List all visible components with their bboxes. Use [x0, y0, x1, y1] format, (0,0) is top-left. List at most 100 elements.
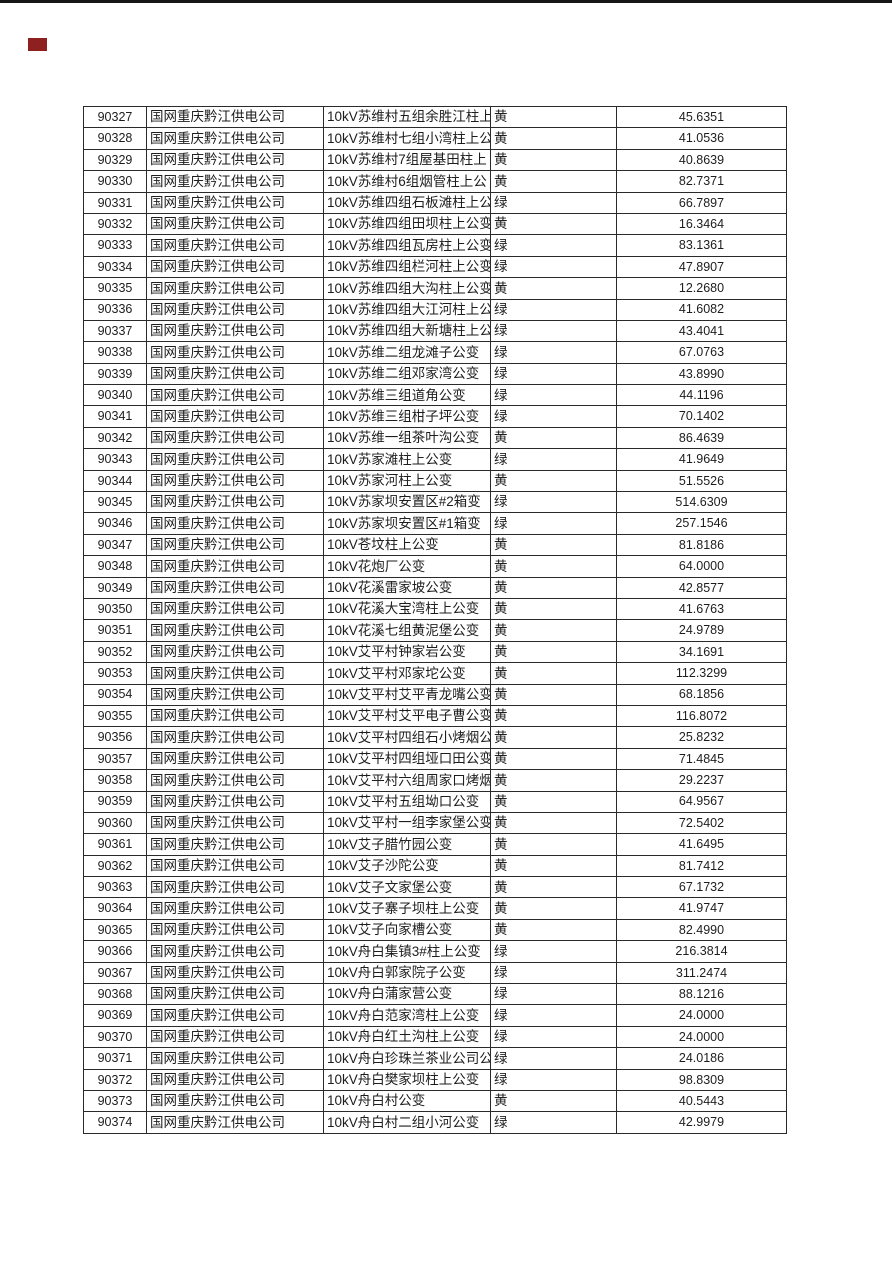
cell-value: 116.8072 — [616, 704, 787, 728]
cell-value: 82.7371 — [616, 170, 787, 193]
cell-status: 绿 — [490, 255, 617, 279]
cell-name: 10kV花溪大宝湾柱上公变 — [323, 597, 491, 621]
cell-value: 514.6309 — [616, 491, 787, 514]
cell-id: 90354 — [83, 683, 147, 706]
cell-id: 90365 — [83, 918, 147, 942]
cell-name: 10kV苏家河柱上公变 — [323, 469, 491, 493]
cell-name: 10kV艾平村邓家坨公变 — [323, 662, 491, 685]
cell-value: 12.2680 — [616, 277, 787, 300]
cell-value: 67.0763 — [616, 341, 787, 364]
cell-name: 10kV舟白郭家院子公变 — [323, 961, 491, 985]
table-row: 90364 国网重庆黔江供电公司 10kV艾子寨子坝柱上公变黄 41.9747 — [83, 897, 787, 920]
cell-company: 国网重庆黔江供电公司 — [146, 491, 324, 514]
cell-status: 绿 — [490, 1004, 617, 1027]
cell-company: 国网重庆黔江供电公司 — [146, 726, 324, 749]
cell-id: 90339 — [83, 362, 147, 386]
table-row: 90346 国网重庆黔江供电公司 10kV苏家坝安置区#1箱变绿 257.1546 — [83, 512, 787, 535]
cell-id: 90334 — [83, 255, 147, 279]
cell-status: 黄 — [490, 469, 617, 493]
cell-company: 国网重庆黔江供电公司 — [146, 405, 324, 428]
cell-company: 国网重庆黔江供电公司 — [146, 533, 324, 557]
cell-status: 黄 — [490, 747, 617, 771]
table-row: 90349 国网重庆黔江供电公司 10kV花溪雷家坡公变黄 42.8577 — [83, 576, 787, 599]
table-row: 90360 国网重庆黔江供电公司 10kV艾平村一组李家堡公变黄 72.5402 — [83, 811, 787, 835]
table-row: 90340 国网重庆黔江供电公司 10kV苏维三组道角公变绿 44.1196 — [83, 384, 787, 407]
cell-value: 51.5526 — [616, 469, 787, 493]
table-row: 90351 国网重庆黔江供电公司 10kV花溪七组黄泥堡公变黄 24.9789 — [83, 619, 787, 642]
transformer-table: 90327 国网重庆黔江供电公司 10kV苏维村五组余胜江柱上黄 45.6351 903… — [83, 105, 787, 1134]
table-row: 90328 国网重庆黔江供电公司 10kV苏维村七组小湾柱上公黄 41.0536 — [83, 127, 787, 150]
cell-value: 47.8907 — [616, 255, 787, 279]
cell-company: 国网重庆黔江供电公司 — [146, 1068, 324, 1091]
cell-status: 黄 — [490, 811, 617, 835]
cell-name: 10kV舟白集镇3#柱上公变 — [323, 940, 491, 963]
table-row: 90350 国网重庆黔江供电公司 10kV花溪大宝湾柱上公变黄 41.6763 — [83, 597, 787, 621]
cell-status: 黄 — [490, 876, 617, 899]
cell-status: 绿 — [490, 1068, 617, 1091]
cell-id: 90340 — [83, 384, 147, 407]
cell-company: 国网重庆黔江供电公司 — [146, 811, 324, 835]
table-row: 90332 国网重庆黔江供电公司 10kV苏维四组田坝柱上公变黄 16.3464 — [83, 212, 787, 236]
cell-status: 黄 — [490, 769, 617, 792]
cell-status: 绿 — [490, 319, 617, 343]
cell-status: 绿 — [490, 940, 617, 963]
cell-company: 国网重庆黔江供电公司 — [146, 555, 324, 578]
cell-status: 黄 — [490, 170, 617, 193]
cell-status: 黄 — [490, 533, 617, 557]
cell-name: 10kV苏维村五组余胜江柱上 — [323, 105, 491, 129]
cell-company: 国网重庆黔江供电公司 — [146, 105, 324, 129]
table-row: 90372 国网重庆黔江供电公司 10kV舟白樊家坝柱上公变绿 98.8309 — [83, 1068, 787, 1091]
cell-name: 10kV苏维四组栏河柱上公变 — [323, 255, 491, 279]
cell-status: 黄 — [490, 790, 617, 813]
cell-value: 83.1361 — [616, 234, 787, 257]
cell-company: 国网重庆黔江供电公司 — [146, 1025, 324, 1049]
cell-value: 41.9747 — [616, 897, 787, 920]
cell-name: 10kV苏维三组道角公变 — [323, 384, 491, 407]
cell-status: 黄 — [490, 683, 617, 706]
red-annotation-marker — [28, 38, 47, 51]
cell-status: 黄 — [490, 854, 617, 878]
cell-name: 10kV苏维二组龙滩子公变 — [323, 341, 491, 364]
cell-name: 10kV苏维村7组屋基田柱上 — [323, 148, 491, 172]
cell-id: 90343 — [83, 448, 147, 471]
cell-value: 88.1216 — [616, 983, 787, 1006]
cell-id: 90345 — [83, 491, 147, 514]
table-row: 90358 国网重庆黔江供电公司 10kV艾平村六组周家口烤烟黄 29.2237 — [83, 769, 787, 792]
cell-name: 10kV艾平村四组石小烤烟公 — [323, 726, 491, 749]
cell-value: 29.2237 — [616, 769, 787, 792]
cell-company: 国网重庆黔江供电公司 — [146, 961, 324, 985]
cell-name: 10kV艾子沙陀公变 — [323, 854, 491, 878]
cell-id: 90338 — [83, 341, 147, 364]
cell-name: 10kV苏家坝安置区#1箱变 — [323, 512, 491, 535]
cell-status: 黄 — [490, 619, 617, 642]
cell-name: 10kV艾子文家堡公变 — [323, 876, 491, 899]
cell-company: 国网重庆黔江供电公司 — [146, 148, 324, 172]
table-row: 90361 国网重庆黔江供电公司 10kV艾子腊竹园公变黄 41.6495 — [83, 833, 787, 856]
cell-value: 82.4990 — [616, 918, 787, 942]
cell-name: 10kV舟白红土沟柱上公变 — [323, 1025, 491, 1049]
cell-value: 16.3464 — [616, 212, 787, 236]
table-row: 90329 国网重庆黔江供电公司 10kV苏维村7组屋基田柱上黄 40.8639 — [83, 148, 787, 172]
cell-company: 国网重庆黔江供电公司 — [146, 362, 324, 386]
cell-id: 90344 — [83, 469, 147, 493]
cell-status: 绿 — [490, 491, 617, 514]
cell-name: 10kV艾子向家槽公变 — [323, 918, 491, 942]
table-row: 90370 国网重庆黔江供电公司 10kV舟白红土沟柱上公变绿 24.0000 — [83, 1025, 787, 1049]
table-row: 90355 国网重庆黔江供电公司 10kV艾平村艾平电子曹公变黄 116.8072 — [83, 704, 787, 728]
cell-status: 绿 — [490, 298, 617, 321]
table-row: 90330 国网重庆黔江供电公司 10kV苏维村6组烟管柱上公黄 82.7371 — [83, 170, 787, 193]
cell-company: 国网重庆黔江供电公司 — [146, 212, 324, 236]
cell-name: 10kV苏维四组瓦房柱上公变 — [323, 234, 491, 257]
table-row: 90368 国网重庆黔江供电公司 10kV舟白蒲家营公变绿 88.1216 — [83, 983, 787, 1006]
cell-status: 绿 — [490, 341, 617, 364]
cell-status: 绿 — [490, 384, 617, 407]
cell-name: 10kV苏维四组石板滩柱上公 — [323, 191, 491, 214]
cell-name: 10kV艾平村艾平青龙嘴公变 — [323, 683, 491, 706]
cell-value: 42.8577 — [616, 576, 787, 599]
cell-company: 国网重庆黔江供电公司 — [146, 469, 324, 493]
cell-value: 42.9979 — [616, 1111, 787, 1134]
cell-company: 国网重庆黔江供电公司 — [146, 918, 324, 942]
cell-value: 64.0000 — [616, 555, 787, 578]
cell-name: 10kV苏维四组大沟柱上公变 — [323, 277, 491, 300]
cell-company: 国网重庆黔江供电公司 — [146, 704, 324, 728]
